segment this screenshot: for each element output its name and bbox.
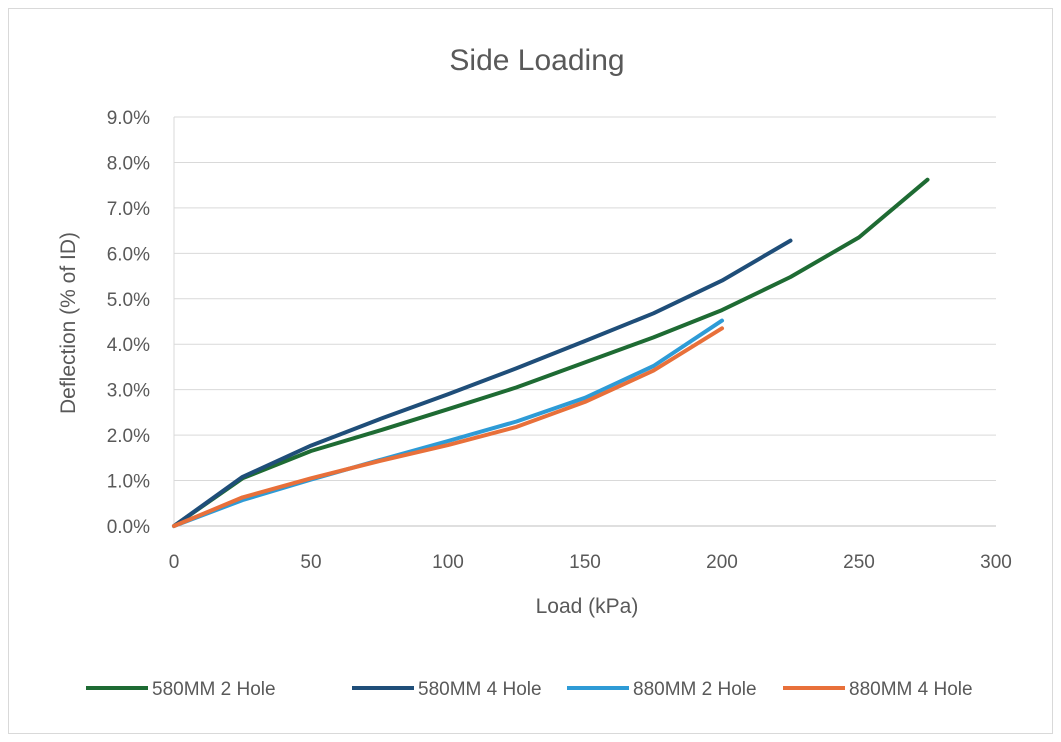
plot-area	[172, 177, 930, 528]
legend-label: 580MM 4 Hole	[418, 679, 542, 700]
y-tick-label: 1.0%	[107, 472, 150, 493]
gridlines	[174, 116, 996, 482]
series-line-3	[172, 318, 724, 528]
y-tick-label: 3.0%	[107, 381, 150, 402]
series-line-1	[172, 177, 930, 528]
legend-label: 880MM 4 Hole	[849, 679, 973, 700]
x-tick-label: 250	[843, 552, 875, 573]
series-line-2	[172, 238, 793, 528]
axes: 0.0% 1.0% 2.0% 3.0% 4.0% 5.0% 6.0% 7.0% 8.0% 9.0%…	[107, 108, 1012, 573]
chart-title: Side Loading	[449, 44, 624, 77]
x-tick-label: 50	[300, 552, 321, 573]
y-tick-label: 8.0%	[107, 153, 150, 174]
legend-label: 880MM 2 Hole	[633, 679, 757, 700]
x-tick-label: 200	[706, 552, 738, 573]
x-tick-label: 100	[432, 552, 464, 573]
y-tick-label: 9.0%	[107, 108, 150, 129]
y-axis-title: Deflection (% of ID)	[57, 232, 80, 414]
legend-label: 580MM 2 Hole	[152, 679, 276, 700]
x-tick-label: 0	[169, 552, 180, 573]
x-tick-label: 150	[569, 552, 601, 573]
y-tick-label: 7.0%	[107, 199, 150, 220]
y-tick-label: 0.0%	[107, 517, 150, 538]
x-tick-label: 300	[980, 552, 1012, 573]
y-tick-label: 2.0%	[107, 426, 150, 447]
y-tick-label: 5.0%	[107, 290, 150, 311]
y-tick-label: 4.0%	[107, 335, 150, 356]
series-line-4	[172, 326, 724, 528]
x-axis-title: Load (kPa)	[536, 595, 639, 618]
chart-area	[8, 8, 1053, 734]
legend: 580MM 2 Hole 580MM 4 Hole 880MM 2 Hole 880M…	[86, 679, 973, 700]
y-tick-label: 6.0%	[107, 244, 150, 265]
